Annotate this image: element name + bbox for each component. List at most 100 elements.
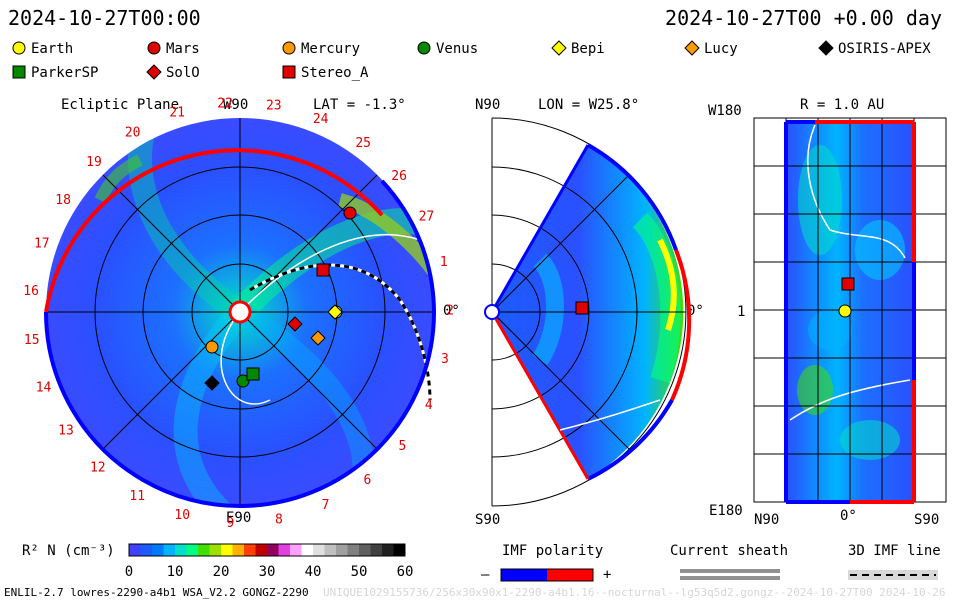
day-tick-14: 14: [36, 380, 52, 395]
legend-marker-mars: [147, 41, 161, 55]
ecliptic-title: Ecliptic Plane: [61, 97, 180, 113]
sun-marker: [228, 300, 252, 324]
watermark: UNIQUE1029155736/256x30x90x1-2290-a4b1.1…: [323, 586, 946, 599]
colorbar-tick-50: 50: [351, 564, 368, 580]
legend-marker-solo: [146, 64, 162, 80]
day-tick-22: 22: [217, 97, 233, 112]
legend-label-venus: Venus: [436, 41, 478, 57]
ecliptic-marker-mars: [343, 206, 357, 220]
imf-line-label: 3D IMF line: [848, 543, 941, 559]
radial-r-label: R = 1.0 AU: [800, 97, 885, 113]
legend-label-solo: SolO: [166, 65, 200, 81]
meridional-marker-stereo-a: [575, 301, 589, 315]
day-tick-27: 27: [419, 209, 435, 224]
colorbar-cell: [255, 544, 268, 556]
colorbar-cell: [313, 544, 325, 556]
day-tick-10: 10: [174, 508, 190, 523]
current-sheath-swatch: [680, 569, 780, 580]
colorbar-tick-40: 40: [305, 564, 322, 580]
day-tick-17: 17: [34, 237, 50, 252]
day-tick-2: 2: [446, 304, 454, 319]
day-tick-18: 18: [55, 193, 71, 208]
colorbar-cell: [324, 544, 337, 556]
colorbar-cell: [163, 544, 176, 556]
ecliptic-bottom-label: E90: [226, 510, 252, 526]
ecliptic-marker-bepi: [327, 304, 343, 320]
day-tick-7: 7: [322, 498, 330, 513]
colorbar-tick-10: 10: [167, 564, 184, 580]
radial-top-left-label: W180: [708, 103, 742, 119]
colorbar-cell: [301, 544, 314, 556]
legend-label-bepi: Bepi: [571, 41, 605, 57]
radial-mid-label: 1: [737, 304, 746, 320]
meridional-right-label: 0°: [687, 303, 704, 319]
ecliptic-marker-venus: [236, 374, 250, 388]
radial-bottom-label-0: 0°: [840, 508, 857, 524]
colorbar-cell: [244, 544, 256, 556]
colorbar-cell: [129, 544, 141, 556]
legend-label-parkersp: ParkerSP: [31, 65, 98, 81]
colorbar-label: R² N (cm⁻³): [22, 543, 115, 559]
colorbar-cell: [186, 544, 199, 556]
day-tick-3: 3: [441, 352, 449, 367]
radial-marker-earth: [838, 304, 852, 318]
colorbar-cell: [267, 544, 279, 556]
colorbar-cell: [359, 544, 371, 556]
legend-label-lucy: Lucy: [704, 41, 738, 57]
radial-bottom-label-s90: S90: [914, 512, 940, 528]
day-tick-13: 13: [58, 424, 74, 439]
day-tick-20: 20: [125, 125, 141, 140]
colorbar-cell: [290, 544, 302, 556]
colorbar-tick-30: 30: [259, 564, 276, 580]
day-tick-23: 23: [266, 99, 282, 114]
colorbar-cell: [347, 544, 360, 556]
legend-marker-parkersp: [12, 65, 26, 79]
day-tick-6: 6: [363, 473, 371, 488]
colorbar-cell: [232, 544, 245, 556]
imf-polarity-bar: [500, 568, 594, 582]
legend-label-stereo-a: Stereo_A: [301, 65, 369, 81]
model-info: ENLIL-2.7 lowres-2290-a4b1 WSA_V2.2 GONG…: [4, 586, 309, 599]
radial-marker-stereo-a: [841, 277, 855, 291]
colorbar-cell: [382, 544, 394, 556]
day-tick-5: 5: [399, 439, 407, 454]
imf-polarity-minus: –: [481, 567, 490, 583]
legend-marker-mercury: [282, 41, 296, 55]
colorbar-cell: [140, 544, 153, 556]
day-tick-1: 1: [440, 255, 448, 270]
day-tick-25: 25: [355, 136, 371, 151]
ecliptic-marker-solo: [287, 316, 303, 332]
legend-marker-lucy: [684, 40, 700, 56]
colorbar-cell: [336, 544, 348, 556]
day-tick-26: 26: [391, 169, 407, 184]
radial-bottom-left-label: E180: [709, 503, 743, 519]
colorbar-cell: [209, 544, 222, 556]
day-tick-9: 9: [226, 516, 234, 531]
day-tick-12: 12: [90, 461, 106, 476]
ecliptic-marker-stereo-a: [316, 263, 330, 277]
colorbar-cell: [175, 544, 187, 556]
ecliptic-marker-osiris-apex: [204, 375, 220, 391]
imf-polarity-label: IMF polarity: [502, 543, 604, 559]
ecliptic-marker-mercury: [205, 340, 219, 354]
legend-marker-osiris-apex: [818, 40, 834, 56]
colorbar-cell: [278, 544, 291, 556]
colorbar-tick-0: 0: [125, 564, 133, 580]
day-tick-21: 21: [169, 106, 185, 121]
current-sheath-label: Current sheath: [670, 543, 789, 559]
legend-label-osiris-apex: OSIRIS-APEX: [838, 41, 931, 57]
ecliptic-lat-label: LAT = -1.3°: [313, 97, 406, 113]
colorbar-cell: [221, 544, 233, 556]
day-tick-24: 24: [313, 112, 329, 127]
day-tick-19: 19: [86, 155, 102, 170]
meridional-bottom-label: S90: [475, 512, 501, 528]
legend-marker-venus: [417, 41, 431, 55]
colorbar-tick-60: 60: [397, 564, 414, 580]
right-timestamp: 2024-10-27T00 +0.00 day: [665, 6, 942, 30]
legend-label-mercury: Mercury: [301, 41, 360, 57]
ecliptic-marker-parkersp: [246, 367, 260, 381]
colorbar-cell: [198, 544, 210, 556]
day-tick-4: 4: [425, 398, 433, 413]
